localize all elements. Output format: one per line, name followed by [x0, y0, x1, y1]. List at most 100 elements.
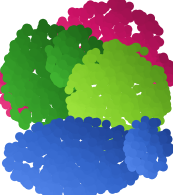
Circle shape	[146, 75, 155, 84]
Circle shape	[25, 150, 34, 159]
Circle shape	[81, 141, 90, 150]
Circle shape	[132, 33, 141, 42]
Circle shape	[69, 65, 78, 74]
Circle shape	[150, 164, 159, 173]
Circle shape	[90, 43, 99, 52]
Circle shape	[24, 81, 33, 90]
Circle shape	[92, 134, 101, 143]
Circle shape	[115, 174, 124, 183]
Circle shape	[108, 52, 117, 61]
Circle shape	[113, 52, 123, 61]
Circle shape	[148, 128, 157, 137]
Circle shape	[126, 132, 135, 141]
Circle shape	[144, 138, 153, 147]
Circle shape	[59, 55, 68, 64]
Circle shape	[85, 168, 94, 177]
Circle shape	[58, 88, 67, 97]
Circle shape	[124, 161, 133, 170]
Circle shape	[76, 129, 85, 138]
Circle shape	[69, 53, 78, 62]
Circle shape	[128, 44, 137, 53]
Circle shape	[24, 148, 33, 157]
Circle shape	[138, 48, 147, 57]
Circle shape	[39, 20, 48, 29]
Circle shape	[86, 69, 95, 78]
Circle shape	[0, 72, 6, 81]
Circle shape	[91, 118, 100, 127]
Circle shape	[78, 58, 87, 67]
Circle shape	[98, 162, 107, 171]
Circle shape	[148, 145, 157, 155]
Circle shape	[98, 130, 107, 139]
Circle shape	[88, 138, 97, 147]
Circle shape	[148, 87, 157, 96]
Circle shape	[70, 22, 79, 31]
Circle shape	[64, 89, 73, 98]
Circle shape	[71, 12, 80, 20]
Circle shape	[10, 40, 19, 49]
Circle shape	[150, 138, 159, 147]
Circle shape	[23, 105, 32, 114]
Circle shape	[130, 159, 139, 168]
Circle shape	[99, 175, 108, 183]
Circle shape	[56, 80, 65, 89]
Circle shape	[25, 65, 34, 74]
Circle shape	[42, 24, 51, 33]
Circle shape	[35, 58, 44, 67]
Circle shape	[87, 56, 96, 65]
Circle shape	[131, 110, 140, 119]
Circle shape	[90, 101, 99, 110]
Circle shape	[1, 65, 10, 74]
Circle shape	[48, 26, 57, 35]
Circle shape	[29, 132, 38, 141]
Circle shape	[162, 93, 171, 102]
Circle shape	[87, 22, 96, 31]
Circle shape	[136, 160, 145, 169]
Circle shape	[59, 44, 68, 53]
Circle shape	[96, 185, 105, 194]
Circle shape	[12, 170, 21, 179]
Circle shape	[151, 65, 160, 74]
Circle shape	[127, 169, 136, 178]
Circle shape	[67, 32, 77, 41]
Circle shape	[124, 145, 133, 154]
Circle shape	[32, 45, 41, 54]
Circle shape	[161, 60, 170, 69]
Circle shape	[1, 85, 10, 94]
Circle shape	[90, 72, 99, 81]
Circle shape	[94, 74, 103, 83]
Circle shape	[13, 70, 22, 79]
Circle shape	[63, 47, 72, 56]
Circle shape	[88, 135, 97, 144]
Circle shape	[111, 167, 120, 176]
Circle shape	[82, 55, 91, 65]
Circle shape	[144, 108, 153, 117]
Circle shape	[64, 51, 73, 60]
Circle shape	[101, 3, 110, 12]
Circle shape	[89, 127, 98, 136]
Circle shape	[60, 132, 69, 141]
Circle shape	[15, 63, 24, 72]
Circle shape	[141, 83, 150, 92]
Circle shape	[90, 102, 99, 111]
Circle shape	[85, 131, 94, 141]
Circle shape	[135, 138, 144, 147]
Circle shape	[36, 184, 45, 193]
Circle shape	[113, 140, 122, 149]
Circle shape	[81, 37, 90, 46]
Circle shape	[39, 36, 48, 45]
Circle shape	[67, 41, 76, 50]
Circle shape	[122, 64, 131, 73]
Circle shape	[86, 63, 95, 72]
Circle shape	[2, 159, 11, 168]
Circle shape	[65, 121, 74, 130]
Circle shape	[104, 150, 113, 159]
Circle shape	[21, 121, 30, 130]
Circle shape	[109, 146, 118, 155]
Circle shape	[28, 97, 37, 106]
Circle shape	[165, 78, 173, 87]
Circle shape	[12, 170, 21, 179]
Circle shape	[4, 64, 13, 73]
Circle shape	[60, 30, 69, 39]
Circle shape	[132, 38, 141, 47]
